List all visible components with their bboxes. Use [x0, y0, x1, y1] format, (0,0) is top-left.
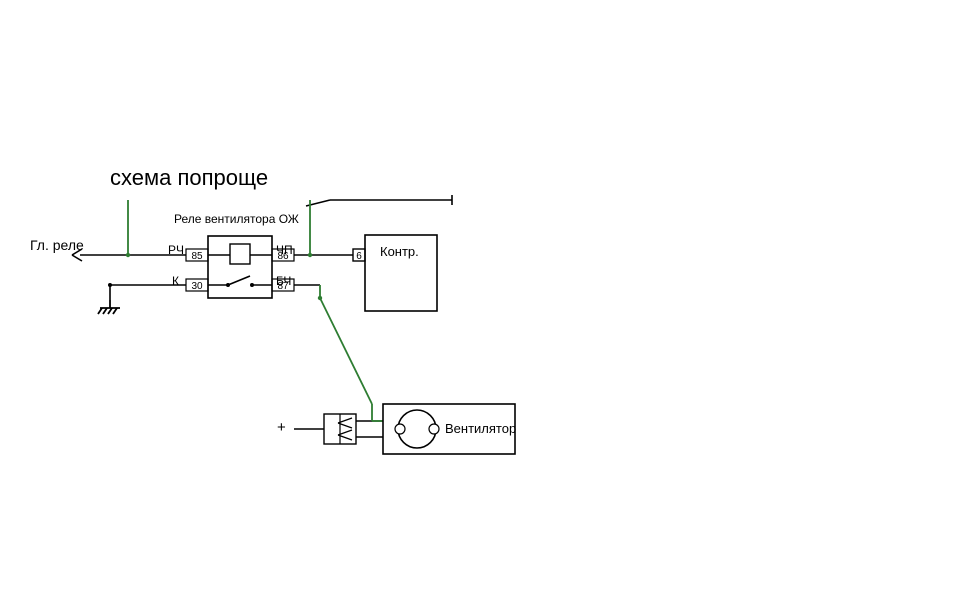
fan-brush-left-icon: [395, 424, 405, 434]
diagram-title: схема попроще: [110, 165, 268, 191]
node-1: [126, 253, 130, 257]
node-2: [308, 253, 312, 257]
label-fan: Вентилятор: [445, 421, 516, 436]
label-plus: +: [277, 419, 286, 436]
label-relay_title: Реле вентилятора ОЖ: [174, 212, 299, 226]
pin85-label: 85: [191, 251, 203, 262]
connector-arrows-icon: [338, 414, 352, 444]
switch-contact-l: [226, 283, 230, 287]
node-3: [318, 296, 322, 300]
label-gl_rele: Гл. реле: [30, 237, 84, 253]
pin-6-label: 6: [356, 251, 362, 262]
label-rch: РЧ: [168, 243, 184, 257]
pin30-label: 30: [191, 281, 203, 292]
switch-contact-r: [250, 283, 254, 287]
node-4: [108, 283, 112, 287]
circuit-diagram: 85863087 6 Гл. релеРеле вентилятора ОЖРЧ…: [0, 0, 960, 607]
label-chp: ЧП: [276, 243, 293, 257]
label-contr: Контр.: [380, 244, 419, 259]
relay-coil: [230, 244, 250, 264]
fan-brush-right-icon: [429, 424, 439, 434]
relay-box: [208, 236, 272, 298]
ground-icon: [98, 300, 120, 314]
label-k: К: [172, 274, 179, 288]
label-bch: БЧ: [276, 274, 291, 288]
